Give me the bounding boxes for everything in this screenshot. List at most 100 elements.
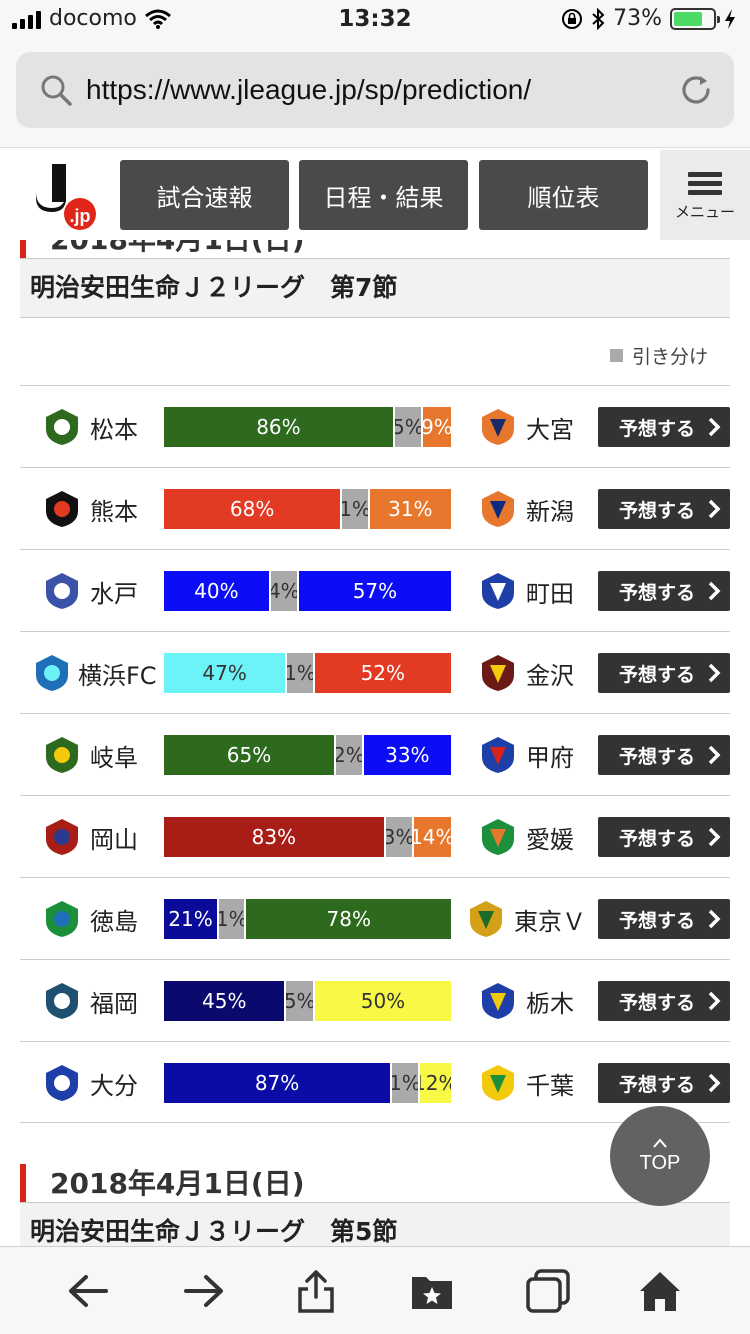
home-team-name: 松本 [90, 415, 138, 444]
away-team-emblem-icon [482, 983, 514, 1019]
away-team: 東京Ｖ [466, 878, 586, 960]
home-team-emblem-icon [46, 983, 78, 1019]
away-win-segment: 14% [413, 817, 451, 857]
prediction-content: 2018年4月1日(日) 明治安田生命Ｊ２リーグ 第7節 引き分け 松本86%5… [0, 240, 750, 1246]
away-team-emblem-icon [482, 573, 514, 609]
home-win-segment: 68% [164, 489, 343, 529]
home-team-name: 徳島 [90, 907, 138, 936]
away-team-name: 町田 [526, 579, 574, 608]
away-team: 金沢 [478, 632, 598, 714]
bookmarks-icon[interactable] [410, 1269, 454, 1313]
away-team: 町田 [478, 550, 598, 632]
predict-button[interactable]: 予想する [598, 981, 730, 1021]
home-team: 岐阜 [20, 714, 164, 796]
home-team: 福岡 [20, 960, 164, 1042]
away-win-segment: 50% [314, 981, 451, 1021]
back-to-top-button[interactable]: TOP [610, 1106, 710, 1206]
home-win-segment: 86% [164, 407, 395, 447]
draw-segment: 5% [286, 981, 315, 1021]
menu-button[interactable]: メニュー [660, 150, 750, 240]
away-win-segment: 9% [422, 407, 451, 447]
match-row: 熊本 68%1%31% 新潟 予想する [20, 467, 730, 549]
predict-button[interactable]: 予想する [598, 489, 730, 529]
away-win-segment: 78% [246, 899, 451, 939]
prediction-bar: 45%5%50% [164, 981, 451, 1021]
away-team: 大宮 [478, 386, 598, 468]
predict-button[interactable]: 予想する [598, 735, 730, 775]
away-win-segment: 52% [314, 653, 451, 693]
chevron-right-icon [708, 1073, 721, 1093]
forward-arrow-icon[interactable] [182, 1269, 226, 1313]
signal-icon [12, 9, 41, 29]
away-team-name: 栃木 [526, 989, 574, 1018]
prediction-bar: 83%3%14% [164, 817, 451, 857]
date-heading: 2018年4月1日(日) [20, 240, 305, 260]
home-team-name: 岐阜 [90, 743, 138, 772]
away-win-segment: 12% [419, 1063, 451, 1103]
away-team-emblem-icon [482, 737, 514, 773]
rotation-lock-icon [562, 8, 583, 29]
site-header: .jp 試合速報 日程・結果 順位表 メニュー [0, 150, 750, 240]
home-team-name: 福岡 [90, 989, 138, 1018]
predict-button[interactable]: 予想する [598, 407, 730, 447]
predict-button[interactable]: 予想する [598, 899, 730, 939]
home-team: 水戸 [20, 550, 164, 632]
home-team: 松本 [20, 386, 164, 468]
match-row: 岡山 83%3%14% 愛媛 予想する [20, 795, 730, 877]
predict-button[interactable]: 予想する [598, 571, 730, 611]
prediction-bar: 65%2%33% [164, 735, 451, 775]
jleague-logo[interactable]: .jp [34, 162, 100, 230]
tabs-icon[interactable] [526, 1269, 570, 1313]
home-team-emblem-icon [46, 409, 78, 445]
carrier: docomo [12, 6, 171, 31]
draw-segment: 2% [336, 735, 364, 775]
away-team: 甲府 [478, 714, 598, 796]
home-team-emblem-icon [46, 819, 78, 855]
home-win-segment: 40% [164, 571, 271, 611]
prediction-bar: 87%1%12% [164, 1063, 451, 1103]
match-row: 福岡 45%5%50% 栃木 予想する [20, 959, 730, 1041]
draw-segment: 1% [287, 653, 315, 693]
battery-icon [670, 7, 720, 30]
home-win-segment: 47% [164, 653, 288, 693]
prediction-bar: 47%1%52% [164, 653, 451, 693]
away-team-name: 東京Ｖ [514, 907, 586, 936]
away-team: 千葉 [478, 1042, 598, 1124]
reload-icon[interactable] [678, 72, 714, 108]
nav-standings[interactable]: 順位表 [479, 160, 648, 230]
home-team: 大分 [20, 1042, 164, 1124]
draw-segment: 1% [219, 899, 247, 939]
home-team: 熊本 [20, 468, 164, 550]
predict-button[interactable]: 予想する [598, 817, 730, 857]
nav-live-scores[interactable]: 試合速報 [120, 160, 289, 230]
home-team: 横浜FC [20, 632, 164, 714]
predict-button-label: 予想する [619, 745, 696, 768]
legend: 引き分け [609, 342, 708, 369]
home-icon[interactable] [638, 1269, 682, 1313]
home-team-name: 水戸 [90, 579, 138, 608]
home-team-emblem-icon [46, 491, 78, 527]
back-arrow-icon[interactable] [66, 1269, 110, 1313]
home-team-emblem-icon [46, 573, 78, 609]
url-text[interactable]: https://www.jleague.jp/sp/prediction/ [86, 74, 532, 105]
draw-segment: 4% [270, 571, 299, 611]
away-team-emblem-icon [482, 819, 514, 855]
predict-button[interactable]: 予想する [598, 1063, 730, 1103]
nav-schedule-results[interactable]: 日程・結果 [299, 160, 468, 230]
away-team-emblem-icon [470, 901, 502, 937]
bluetooth-icon [592, 7, 605, 30]
away-team: 愛媛 [478, 796, 598, 878]
share-icon[interactable] [294, 1269, 338, 1313]
draw-segment: 3% [385, 817, 414, 857]
address-bar[interactable]: https://www.jleague.jp/sp/prediction/ [16, 52, 734, 128]
predict-button-label: 予想する [619, 417, 696, 440]
away-team-name: 新潟 [526, 497, 574, 526]
hamburger-icon [688, 168, 722, 199]
predict-button[interactable]: 予想する [598, 653, 730, 693]
away-team-emblem-icon [482, 1065, 514, 1101]
away-team-name: 金沢 [526, 661, 574, 690]
league-title: 明治安田生命Ｊ３リーグ 第5節 [20, 1202, 730, 1246]
legend-label: 引き分け [631, 346, 708, 368]
search-icon [41, 75, 72, 106]
